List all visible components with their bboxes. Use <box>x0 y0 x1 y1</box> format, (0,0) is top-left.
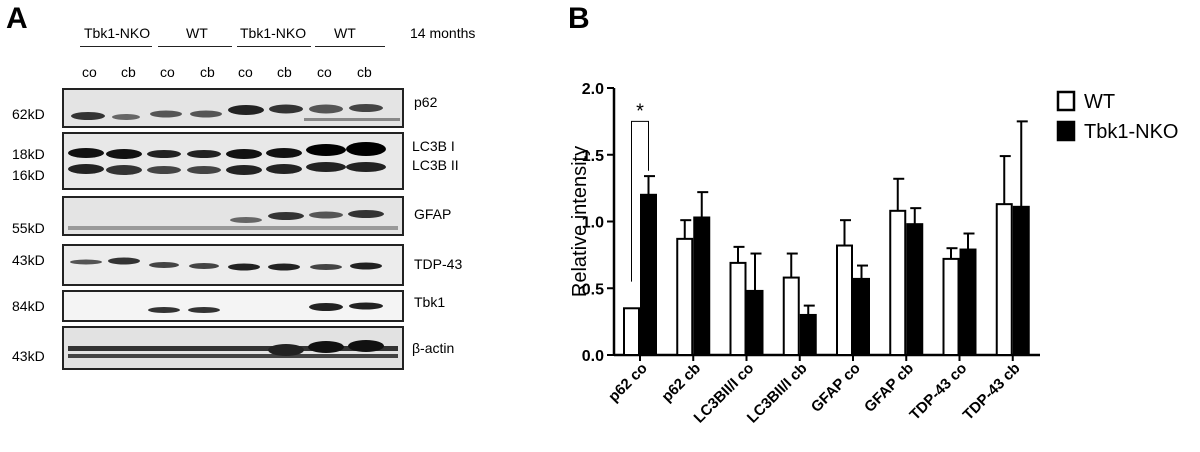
y-tick-label: 0.5 <box>582 281 604 298</box>
lane-label: cb <box>200 64 215 80</box>
legend-label: WT <box>1084 91 1115 113</box>
group-label-1: Tbk1-NKO <box>84 25 151 41</box>
significance-star: * <box>636 100 644 122</box>
bar <box>853 277 870 356</box>
blot-tdp43 <box>62 244 404 286</box>
x-tick-label: GFAP cb <box>861 360 917 416</box>
mw-label-lc3b-1: 18kD <box>12 146 45 162</box>
y-tick-label: 2.0 <box>582 81 604 98</box>
blot-label-lc3b-i: LC3B I <box>412 138 455 154</box>
blot-label-tbk1: Tbk1 <box>414 294 446 310</box>
blot-gfap <box>62 196 404 236</box>
age-label: 14 months <box>410 25 476 41</box>
x-tick-label: p62 cb <box>658 360 704 406</box>
panel-a-letter: A <box>6 2 28 35</box>
mw-label-lc3b-2: 16kD <box>12 167 45 183</box>
bar <box>676 237 694 356</box>
bar <box>623 307 640 356</box>
group-underline-2 <box>158 46 232 47</box>
lane-label: cb <box>121 64 136 80</box>
bar <box>836 244 853 356</box>
bar <box>640 193 657 356</box>
x-tick-label: p62 co <box>605 360 651 406</box>
mw-label-gfap: 55kD <box>12 220 45 236</box>
blot-p62-bands <box>71 104 400 121</box>
group-underline-3 <box>237 46 311 47</box>
group-label-3: Tbk1-NKO <box>240 25 307 41</box>
panel-b-letter: B <box>568 2 590 35</box>
blot-tdp43-bands <box>70 257 382 271</box>
bar <box>906 223 924 356</box>
blot-tbk1 <box>62 290 404 322</box>
x-tick-label: GFAP co <box>808 360 864 416</box>
bar <box>942 257 960 357</box>
bar-chart: 0.0 0.5 1.0 1.5 2.0 Relative intensity p62 co p… <box>569 81 1178 427</box>
blot-label-lc3b-ii: LC3B II <box>412 157 459 173</box>
mw-label-p62: 62kD <box>12 106 45 122</box>
blot-tbk1-bands <box>148 302 383 313</box>
blot-label-gfap: GFAP <box>414 206 452 222</box>
lane-label: cb <box>357 64 372 80</box>
bar <box>959 248 977 356</box>
legend-swatch <box>1056 120 1076 142</box>
legend-label: Tbk1-NKO <box>1084 121 1178 143</box>
group-label-4: WT <box>334 25 356 41</box>
bar <box>1012 205 1030 356</box>
bar <box>995 203 1013 356</box>
blot-label-tdp43: TDP-43 <box>414 256 463 272</box>
lane-label: co <box>160 64 175 80</box>
bar <box>799 313 817 357</box>
bar <box>889 209 907 356</box>
mw-label-beta-actin: 43kD <box>12 348 45 364</box>
blot-p62 <box>62 88 404 128</box>
significance-bracket <box>631 120 649 282</box>
blot-gfap-bands <box>68 210 398 230</box>
blot-beta-actin <box>62 326 404 370</box>
blot-label-p62: p62 <box>414 94 438 110</box>
bar <box>782 276 800 357</box>
group-label-2: WT <box>186 25 208 41</box>
blot-lc3b <box>62 132 404 190</box>
y-tick-label: 1.5 <box>582 148 604 165</box>
blot-lc3b-bands <box>68 142 386 175</box>
bar <box>693 216 711 356</box>
y-axis-label: Relative intensity <box>569 146 591 297</box>
mw-label-tbk1: 84kD <box>12 298 45 314</box>
lane-label: co <box>317 64 332 80</box>
y-tick-label: 0.0 <box>582 348 604 365</box>
group-underline-1 <box>80 46 152 47</box>
legend-swatch <box>1056 90 1076 112</box>
lane-label: co <box>82 64 97 80</box>
bar <box>746 289 764 356</box>
x-tick-label: TDP-43 cb <box>960 360 1024 424</box>
group-underline-4 <box>315 46 385 47</box>
lane-label: co <box>238 64 253 80</box>
bar <box>729 261 747 356</box>
blot-beta-actin-bands <box>68 340 398 358</box>
y-tick-label: 1.0 <box>582 215 604 232</box>
lane-label: cb <box>277 64 292 80</box>
blot-label-beta-actin: β-actin <box>412 340 455 356</box>
mw-label-tdp43: 43kD <box>12 252 45 268</box>
